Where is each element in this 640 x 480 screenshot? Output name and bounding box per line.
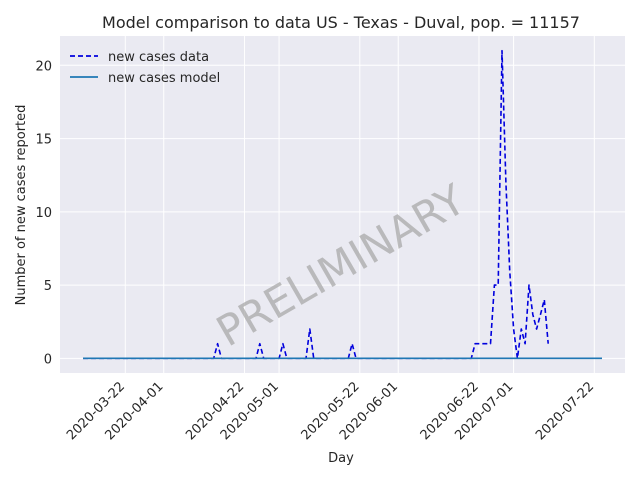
legend-label-model: new cases model [108,71,220,86]
y-tick-label: 15 [35,133,52,148]
legend: new cases data new cases model [70,50,220,86]
y-tick-label: 5 [44,279,52,294]
legend-label-data: new cases data [108,50,209,65]
y-ticks: 0 5 10 15 20 [35,59,52,367]
x-axis-title: Day [328,451,354,466]
y-tick-label: 20 [35,59,52,74]
y-axis-title: Number of new cases reported [14,105,29,306]
y-tick-label: 10 [35,206,52,221]
series-layer [83,49,602,360]
chart-title: Model comparison to data US - Texas - Du… [102,13,580,32]
x-tick-label: 2020-07-22 [533,379,597,443]
y-tick-label: 0 [44,352,52,367]
series-line-data [83,49,549,360]
plot-area [60,36,625,373]
